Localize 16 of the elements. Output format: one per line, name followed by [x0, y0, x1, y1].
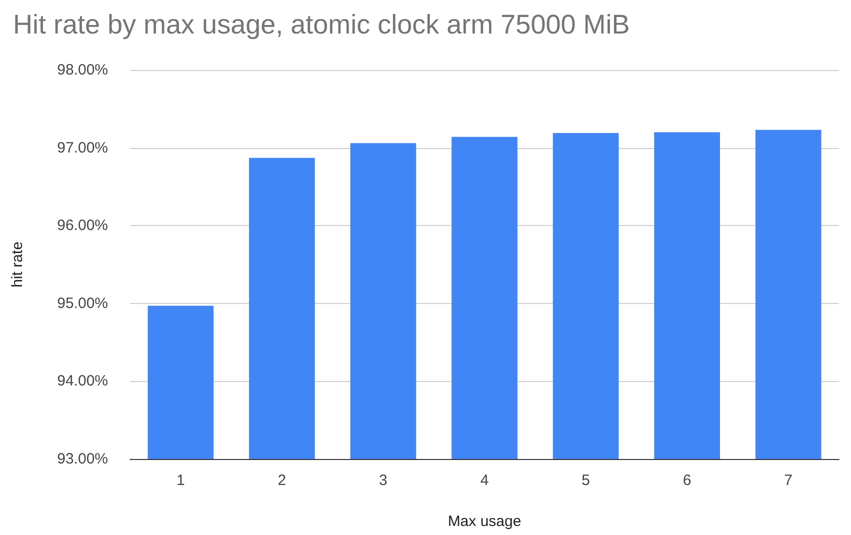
x-tick-label: 5 [582, 472, 590, 489]
x-tick-label: 2 [278, 472, 286, 489]
x-tick-label: 7 [784, 472, 793, 489]
x-tick-label: 4 [480, 472, 489, 489]
x-tick-label: 3 [379, 472, 388, 489]
x-axis-title: Max usage [448, 513, 522, 530]
y-tick-label: 95.00% [57, 294, 108, 312]
y-tick-label: 98.00% [57, 62, 108, 78]
chart-title: Hit rate by max usage, atomic clock arm 75000 MiB [13, 10, 630, 40]
x-tick-label: 6 [682, 472, 692, 489]
y-tick-label: 94.00% [57, 372, 108, 390]
y-axis-title: hit rate [9, 242, 26, 288]
y-tick-label: 96.00% [57, 217, 108, 234]
y-tick-label: 93.00% [57, 450, 108, 468]
y-tick-label: 97.00% [57, 139, 108, 156]
x-tick-label: 1 [176, 472, 185, 489]
